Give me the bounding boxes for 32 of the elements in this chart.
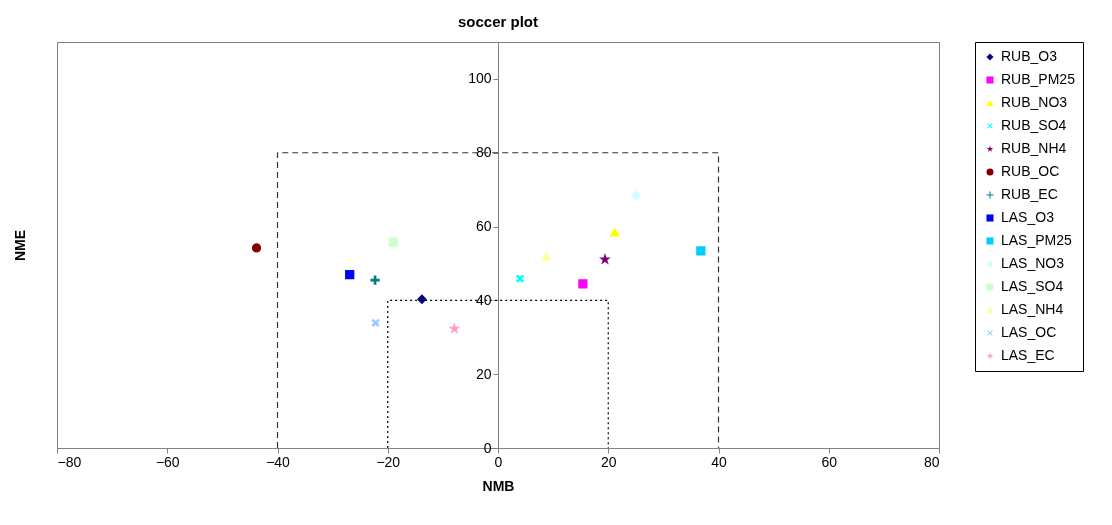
x-tick-label: −40 bbox=[266, 453, 291, 470]
y-tick-label: 60 bbox=[475, 218, 492, 235]
x-tick-label: 80 bbox=[923, 453, 940, 470]
legend-label: LAS_NH4 bbox=[1001, 301, 1064, 317]
legend-label: LAS_O3 bbox=[1001, 209, 1055, 225]
legend-label: RUB_EC bbox=[1001, 186, 1058, 202]
y-tick-label: 20 bbox=[475, 365, 492, 382]
legend-label: RUB_OC bbox=[1001, 163, 1060, 179]
x-tick-label: −60 bbox=[155, 453, 180, 470]
legend-label: RUB_O3 bbox=[1001, 48, 1058, 64]
x-axis-title: NMB bbox=[482, 477, 515, 494]
y-axis-title: NME bbox=[11, 229, 28, 262]
y-tick-label: 0 bbox=[483, 439, 492, 456]
y-tick-label: 100 bbox=[468, 70, 492, 87]
legend-label: RUB_SO4 bbox=[1001, 117, 1067, 133]
legend-label: LAS_PM25 bbox=[1001, 232, 1073, 248]
y-tick-label: 40 bbox=[475, 291, 492, 308]
legend-label: RUB_NO3 bbox=[1001, 94, 1068, 110]
x-tick-label: 40 bbox=[711, 453, 727, 470]
legend-label: LAS_NO3 bbox=[1001, 255, 1065, 271]
x-tick-label: 20 bbox=[600, 453, 617, 470]
legend-label: RUB_NH4 bbox=[1001, 140, 1067, 156]
legend-label: LAS_EC bbox=[1001, 347, 1055, 363]
x-tick-label: 0 bbox=[494, 453, 503, 470]
x-tick-label: −80 bbox=[57, 453, 82, 470]
x-tick-label: −20 bbox=[376, 453, 401, 470]
chart-title: soccer plot bbox=[457, 12, 539, 30]
y-tick-label: 80 bbox=[475, 144, 492, 161]
x-tick-label: 60 bbox=[821, 453, 838, 470]
legend-label: LAS_OC bbox=[1001, 324, 1057, 340]
legend-label: LAS_SO4 bbox=[1001, 278, 1064, 294]
legend-label: RUB_PM25 bbox=[1001, 71, 1076, 87]
